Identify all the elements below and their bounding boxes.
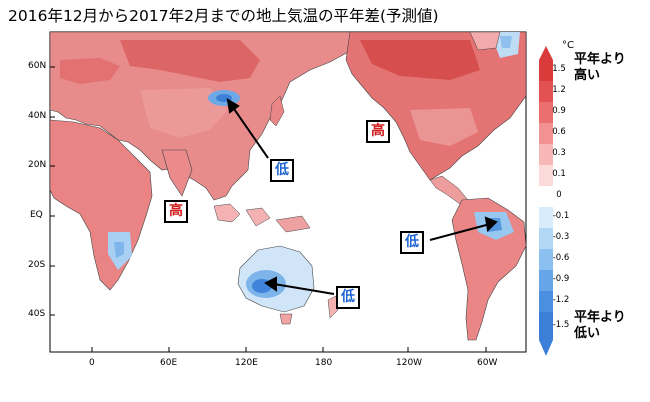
- legend-label-neg0.6: -0.6: [552, 253, 570, 263]
- legend-note-high-line1: 平年より: [574, 52, 626, 67]
- y-tick-40n: 40N: [28, 111, 47, 121]
- y-tick-40s: 40S: [28, 309, 46, 319]
- legend-label-neg1.5: -1.5: [552, 320, 570, 330]
- legend-label-0.3: 0.3: [552, 148, 566, 158]
- legend-label-1.5: 1.5: [552, 64, 566, 74]
- label-low-southamerica: 低: [400, 231, 424, 254]
- label-low-australia: 低: [336, 286, 360, 309]
- y-tick-eq: EQ: [30, 210, 43, 220]
- y-tick-60n: 60N: [28, 61, 47, 71]
- x-tick-0: 0: [89, 358, 95, 368]
- x-tick-180: 180: [315, 358, 333, 368]
- legend-label-neg0.9: -0.9: [552, 274, 570, 284]
- legend-note-low-line2: 低い: [574, 326, 601, 341]
- legend-unit: °C: [562, 40, 574, 51]
- legend-note-high: 平年より 高い: [574, 52, 626, 84]
- arrow-asia: [231, 105, 269, 159]
- y-tick-20s: 20S: [28, 260, 46, 270]
- legend-note-high-line2: 高い: [574, 68, 601, 83]
- legend-label-0.6: 0.6: [552, 127, 566, 137]
- arrow-southamerica: [429, 223, 491, 241]
- legend-colorbar: [539, 46, 553, 356]
- arrow-australia: [273, 283, 335, 295]
- x-tick-60e: 60E: [160, 358, 178, 368]
- legend-label-0: 0: [556, 190, 562, 200]
- legend-label-neg0.3: -0.3: [552, 232, 570, 242]
- map-title: 2016年12月から2017年2月までの地上気温の平年差(予測値): [8, 7, 439, 25]
- label-low-asia: 低: [270, 159, 294, 182]
- legend-note-low-line1: 平年より: [574, 310, 626, 325]
- x-tick-120e: 120E: [235, 358, 258, 368]
- legend-label-neg0.1: -0.1: [552, 211, 570, 221]
- legend-label-1.2: 1.2: [552, 85, 566, 95]
- label-high-pacific: 高: [366, 120, 390, 143]
- legend-label-neg1.2: -1.2: [552, 295, 570, 305]
- label-high-africa: 高: [164, 200, 188, 223]
- x-tick-60w: 60W: [477, 358, 498, 368]
- x-tick-120w: 120W: [396, 358, 423, 368]
- legend-label-0.1: 0.1: [552, 169, 566, 179]
- y-tick-20n: 20N: [28, 160, 47, 170]
- legend-note-low: 平年より 低い: [574, 310, 626, 342]
- legend-label-0.9: 0.9: [552, 106, 566, 116]
